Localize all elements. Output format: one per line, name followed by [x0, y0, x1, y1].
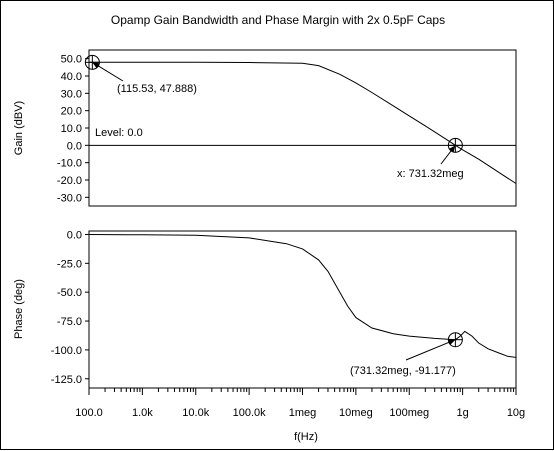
phase-marker-label: (731.32meg, -91.177): [350, 365, 456, 377]
x-tick-label: 100.0k: [233, 407, 267, 419]
gain-y-tick-label: -10.0: [57, 158, 82, 170]
gain-y-tick-label: 30.0: [61, 88, 82, 100]
chart-title: Opamp Gain Bandwidth and Phase Margin wi…: [111, 13, 445, 27]
phase-y-ticks: 0.0 -25.0 -50.0 -75.0 -100.0 -125.0: [51, 229, 89, 386]
x-tick-label: 100.0: [75, 407, 103, 419]
level-label: Level: 0.0: [95, 127, 143, 139]
marker-leader: [405, 339, 456, 361]
phase-series-line: [88, 234, 517, 358]
gain-y-tick-label: 0.0: [67, 140, 82, 152]
x-tick-label: 100meg: [389, 407, 429, 419]
x-tick-label: 10meg: [339, 407, 373, 419]
gain-marker-1: [84, 54, 124, 82]
marker-arrowhead: [92, 62, 100, 69]
gain-y-tick-label: 40.0: [61, 71, 82, 83]
gain-axis-label: Gain (dBV): [13, 101, 25, 155]
gain-marker-label-2: x: 731.32meg: [397, 168, 464, 180]
gain-marker-label-1: (115.53, 47.888): [117, 83, 197, 95]
gain-y-tick-label: 20.0: [61, 106, 82, 118]
x-tick-label: 1meg: [289, 407, 317, 419]
x-axis-ticks: 100.0 1.0k 10.0k 100.0k 1meg 10meg 100meg 1g 10g: [75, 388, 525, 419]
x-tick-label: 1.0k: [132, 407, 153, 419]
gain-marker-2: [440, 137, 463, 165]
phase-y-tick-label: -50.0: [57, 287, 82, 299]
phase-plot-area: [88, 234, 517, 361]
gain-y-tick-label: -20.0: [57, 175, 82, 187]
gain-plot-frame: [88, 49, 517, 207]
x-axis-label: f(Hz): [294, 431, 318, 443]
marker-arrowhead: [448, 145, 456, 153]
x-tick-label: 1g: [457, 407, 469, 419]
x-tick-label: 10g: [507, 407, 525, 419]
gain-plot-area: [84, 54, 517, 184]
gain-y-ticks: 50.0 40.0 30.0 20.0 10.0 0.0 -10.0 -20.0 -30.0: [57, 54, 89, 204]
phase-y-tick-label: 0.0: [67, 229, 82, 241]
marker-arrowhead: [447, 339, 456, 346]
x-tick-label: 10.0k: [182, 407, 209, 419]
gain-y-tick-label: 10.0: [61, 123, 82, 135]
phase-marker-1: [405, 332, 463, 361]
gain-series-line: [89, 61, 517, 184]
phase-y-tick-label: -100.0: [51, 345, 82, 357]
phase-y-tick-label: -25.0: [57, 258, 82, 270]
phase-y-tick-label: -75.0: [57, 316, 82, 328]
gain-y-tick-label: 50.0: [61, 54, 82, 66]
phase-y-tick-label: -125.0: [51, 374, 82, 386]
gain-y-tick-label: -30.0: [57, 192, 82, 204]
phase-axis-label: Phase (deg): [13, 279, 25, 339]
